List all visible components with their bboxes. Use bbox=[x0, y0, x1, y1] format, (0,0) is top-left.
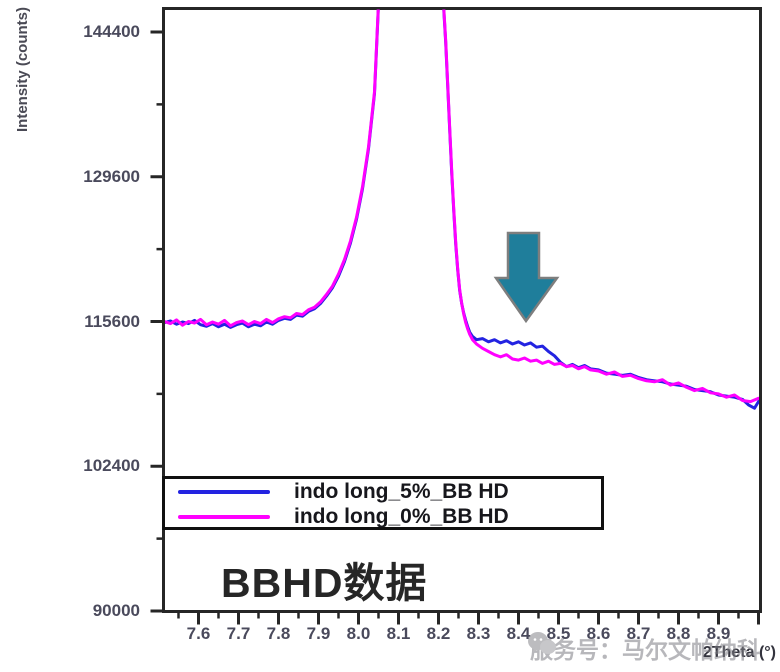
chart-caption: BBHD数据 bbox=[221, 560, 428, 606]
x-tick-label: 7.6 bbox=[186, 624, 211, 643]
legend-label-5pct: indo long_5%_BB HD bbox=[294, 480, 509, 503]
x-tick-label: 8.0 bbox=[346, 624, 371, 643]
x-tick-label: 7.9 bbox=[306, 624, 331, 643]
x-tick-label: 8.5 bbox=[546, 624, 571, 643]
legend-row-0pct: indo long_0%_BB HD bbox=[165, 505, 601, 529]
x-tick-label: 8.4 bbox=[506, 624, 531, 643]
axis-ticks bbox=[150, 30, 760, 625]
legend-line-blue bbox=[178, 490, 270, 494]
legend-label-0pct: indo long_0%_BB HD bbox=[294, 505, 509, 528]
series-line-0pct bbox=[165, 9, 759, 404]
x-tick-label: 8.3 bbox=[466, 624, 491, 643]
y-tick-label: 144400 bbox=[83, 22, 140, 41]
x-tick-label: 7.7 bbox=[226, 624, 251, 643]
wechat-icon bbox=[528, 632, 556, 654]
x-axis-title: 2Theta (°) bbox=[702, 644, 776, 661]
series-line-5pct bbox=[165, 9, 759, 410]
y-tick-label: 115600 bbox=[84, 311, 140, 331]
x-tick-label: 8.2 bbox=[426, 624, 451, 643]
x-tick-label: 7.8 bbox=[266, 624, 291, 643]
watermark: 服务号：马尔文帕纳科 bbox=[527, 631, 760, 665]
y-tick-label: 102400 bbox=[83, 456, 140, 476]
y-tick-label: 90000 bbox=[92, 601, 140, 620]
legend-row-5pct: indo long_5%_BB HD bbox=[165, 480, 601, 504]
legend-line-magenta bbox=[178, 515, 270, 519]
legend: indo long_5%_BB HD indo long_0%_BB HD bbox=[162, 476, 604, 530]
x-tick-label: 8.6 bbox=[586, 624, 611, 643]
x-tick-label: 8.7 bbox=[626, 624, 651, 643]
y-tick-label: 129600 bbox=[83, 166, 140, 186]
x-tick-label: 8.9 bbox=[706, 624, 731, 643]
x-tick-label: 8.1 bbox=[386, 624, 411, 643]
annotation-arrow-icon bbox=[493, 231, 560, 324]
watermark-text: 服务号：马尔文帕纳科 bbox=[530, 637, 760, 663]
plot-frame bbox=[162, 7, 762, 613]
y-axis-title: Intensity (counts) bbox=[14, 6, 31, 132]
data-curves bbox=[165, 9, 759, 410]
x-tick-label: 8.8 bbox=[666, 624, 691, 643]
